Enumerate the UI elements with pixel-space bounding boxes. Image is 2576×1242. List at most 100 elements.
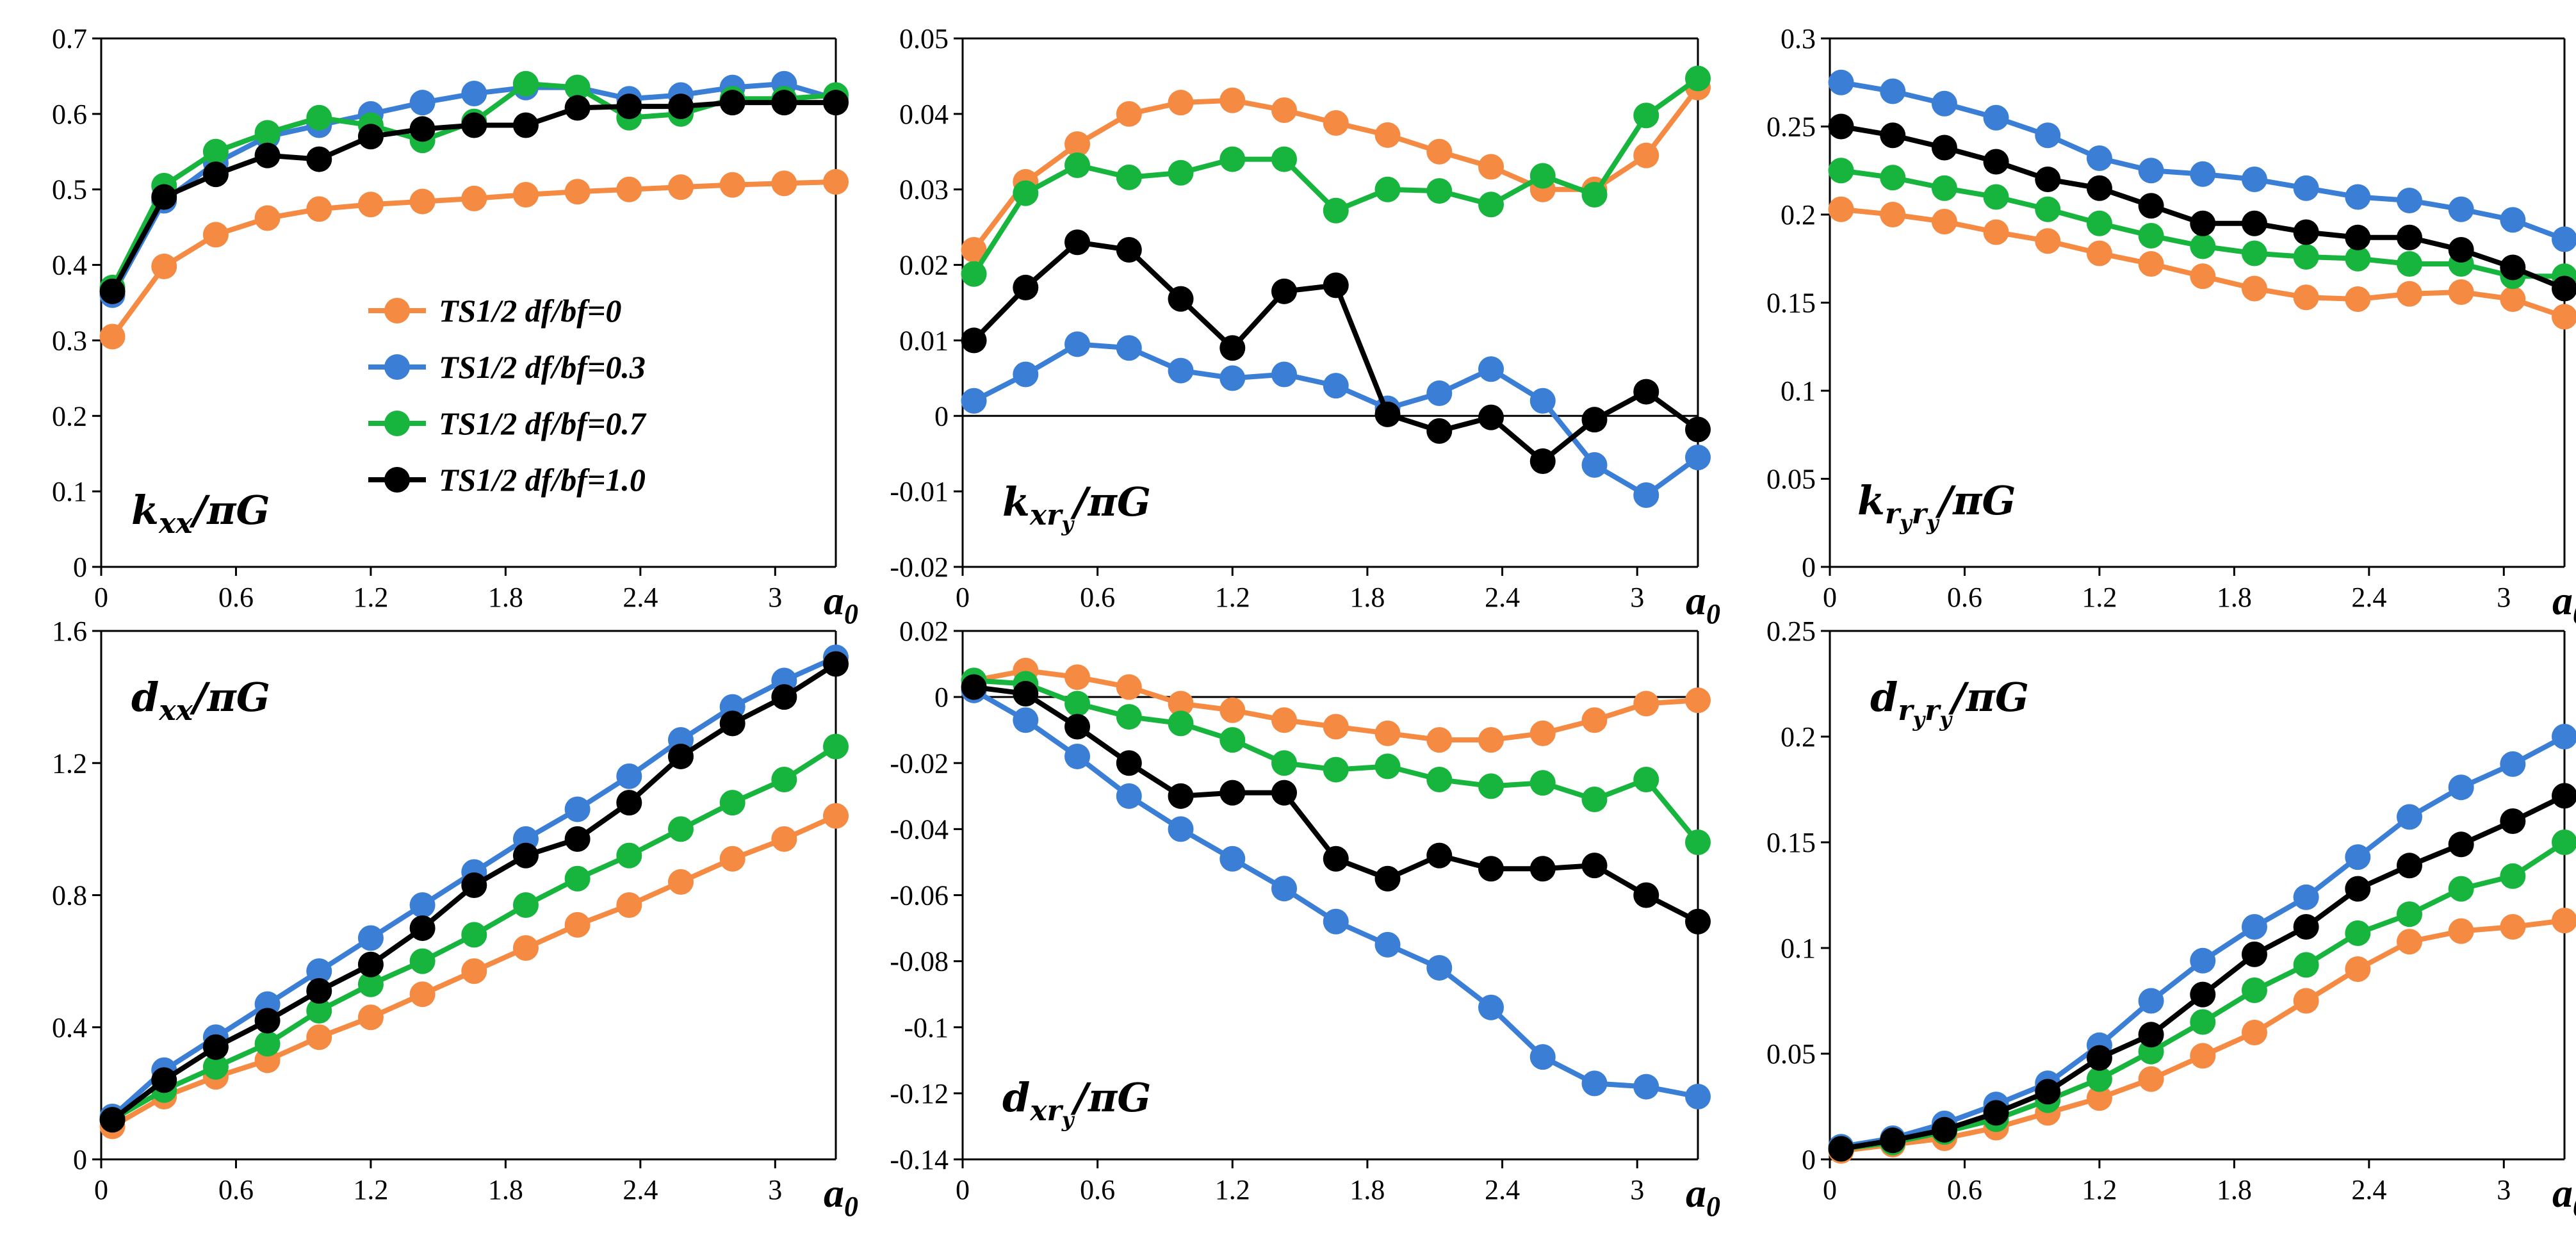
data-point xyxy=(2086,1066,2112,1092)
legend-label: TS1/2 df/bf=0 xyxy=(439,293,621,329)
data-point xyxy=(961,388,987,414)
data-point xyxy=(461,958,487,985)
data-point xyxy=(719,846,746,872)
data-point xyxy=(2500,914,2526,940)
y-tick-label: 0.5 xyxy=(52,174,87,206)
data-point xyxy=(1168,690,1194,717)
data-point xyxy=(2241,977,2267,1003)
y-tick-label: 0.1 xyxy=(1781,375,1816,407)
data-point xyxy=(616,176,642,202)
data-point xyxy=(1931,175,1957,201)
data-point xyxy=(1271,146,1298,172)
data-point xyxy=(961,237,987,263)
legend-marker xyxy=(384,411,410,436)
data-point xyxy=(2552,226,2576,252)
data-point xyxy=(1271,707,1298,733)
data-point xyxy=(1426,380,1453,406)
panel-label: kxry/πG xyxy=(1002,478,1151,536)
data-point xyxy=(1064,714,1091,740)
x-tick-label: 1.8 xyxy=(2217,1174,2252,1205)
data-point xyxy=(2190,161,2216,187)
data-point xyxy=(1374,122,1401,148)
data-point xyxy=(1168,286,1194,312)
x-tick-label: 0.6 xyxy=(218,1174,254,1205)
data-point xyxy=(2345,920,2371,946)
data-point xyxy=(1633,690,1659,717)
data-point xyxy=(409,116,436,142)
y-tick-label: 0.1 xyxy=(1781,933,1816,964)
data-point xyxy=(1478,192,1504,218)
data-point xyxy=(1116,674,1142,700)
data-point xyxy=(151,184,177,210)
x-tick-label: 0 xyxy=(1823,1174,1837,1205)
data-point xyxy=(1685,829,1711,855)
x-tick-label: 1.2 xyxy=(1215,582,1250,613)
panel-kxry: -0.02 -0.01 0 0.01 0.02 0.03 0.04 0.05 0 0.6 1.2 1.… xyxy=(890,23,1720,630)
data-point xyxy=(2190,1043,2216,1069)
data-point xyxy=(357,1004,384,1031)
data-point xyxy=(1529,388,1556,414)
y-tick-label: 0.02 xyxy=(899,250,949,281)
data-point xyxy=(1168,90,1194,116)
data-point xyxy=(357,971,384,997)
y-tick-label: 0.01 xyxy=(899,325,949,356)
plot-panels: 0 0.1 0.2 0.3 0.4 0.5 0.6 0.7 0 0.6 1.2 1.8 2.4 3 a0 kx… xyxy=(52,23,2576,1222)
data-point xyxy=(2241,240,2267,266)
data-point xyxy=(512,70,539,97)
data-point xyxy=(2396,804,2422,830)
data-point xyxy=(2035,167,2061,192)
data-point xyxy=(1116,237,1142,263)
data-point xyxy=(1013,680,1039,707)
data-point xyxy=(719,790,746,816)
data-point xyxy=(1219,335,1246,361)
data-point xyxy=(2241,167,2267,192)
data-point xyxy=(2241,941,2267,967)
data-point xyxy=(1685,1084,1711,1110)
data-point xyxy=(1633,1074,1659,1100)
data-point xyxy=(2293,244,2319,270)
data-point xyxy=(1633,767,1659,793)
y-tick-label: 0 xyxy=(1802,552,1816,583)
data-point xyxy=(409,90,436,116)
data-point xyxy=(2190,263,2216,290)
series-dxry-0 xyxy=(961,657,1711,753)
data-point xyxy=(2552,304,2576,330)
series-kxry-1 xyxy=(961,331,1711,509)
data-point xyxy=(357,951,384,977)
data-point xyxy=(2035,1079,2061,1105)
data-point xyxy=(1426,418,1453,444)
x-tick-label: 1.2 xyxy=(353,582,388,613)
y-tick-label: 0.7 xyxy=(52,23,87,54)
legend-marker xyxy=(384,354,410,380)
data-point xyxy=(2500,254,2526,281)
x-tick-label: 1.2 xyxy=(1215,1174,1250,1205)
data-point xyxy=(1426,727,1453,753)
data-point xyxy=(1478,773,1504,799)
data-point xyxy=(771,90,797,116)
data-point xyxy=(1271,278,1298,304)
data-point xyxy=(1064,664,1091,690)
x-tick-label: 1.8 xyxy=(1349,1174,1385,1205)
data-point xyxy=(2293,988,2319,1014)
data-point xyxy=(667,94,694,120)
data-point xyxy=(1633,379,1659,405)
data-point xyxy=(1880,122,1906,149)
data-point xyxy=(2086,145,2112,171)
data-point xyxy=(2396,251,2422,277)
data-point xyxy=(1633,482,1659,509)
data-point xyxy=(2190,1009,2216,1035)
data-point xyxy=(1581,452,1608,478)
y-tick-label: 0.05 xyxy=(1766,464,1816,495)
data-point xyxy=(771,170,797,197)
data-point xyxy=(2293,914,2319,940)
data-point xyxy=(2190,947,2216,974)
data-point xyxy=(771,767,797,793)
data-point xyxy=(2500,863,2526,889)
data-point xyxy=(254,205,281,231)
data-point xyxy=(1685,445,1711,471)
data-point xyxy=(306,1024,332,1050)
data-point xyxy=(2500,207,2526,233)
data-point xyxy=(202,1054,229,1080)
data-point xyxy=(1426,842,1453,869)
data-point xyxy=(2138,988,2164,1014)
